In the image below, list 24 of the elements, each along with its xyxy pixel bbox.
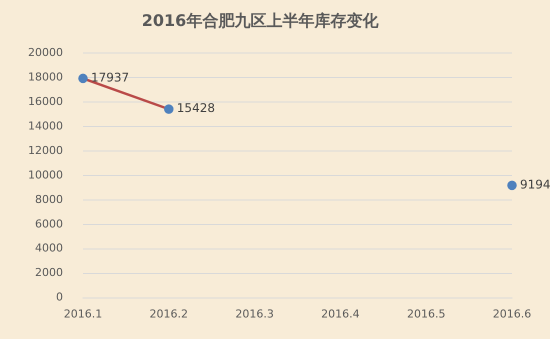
y-tick-label: 18000: [28, 70, 63, 84]
point: [164, 104, 174, 114]
y-tick-label: 14000: [28, 119, 63, 132]
data-label: 17937: [90, 70, 130, 85]
y-tick-label: 8000: [34, 192, 63, 206]
y-tick-label: 2000: [34, 266, 63, 280]
y-tick-label: 10000: [28, 168, 63, 182]
y-tick-label: 16000: [28, 94, 63, 108]
x-tick-label: 2016.3: [235, 307, 274, 320]
y-tick-label: 0: [56, 290, 63, 304]
point: [78, 74, 88, 84]
chart-title: 2016年合肥九区上半年库存变化: [142, 10, 380, 30]
x-tick-label: 2016.2: [150, 307, 188, 320]
x-tick-label: 2016.5: [406, 307, 446, 320]
x-tick-label: 2016.4: [321, 307, 360, 320]
y-tick-label: 12000: [28, 144, 63, 157]
data-label: 15428: [176, 101, 215, 116]
x-tick-label: 2016.1: [64, 307, 102, 320]
y-tick-label: 4000: [34, 242, 63, 255]
x-tick-label: 2016.6: [492, 307, 532, 320]
y-tick-label: 20000: [28, 46, 63, 60]
data-label: 9194: [520, 177, 550, 192]
y-tick-label: 6000: [34, 217, 63, 230]
point: [507, 180, 517, 190]
